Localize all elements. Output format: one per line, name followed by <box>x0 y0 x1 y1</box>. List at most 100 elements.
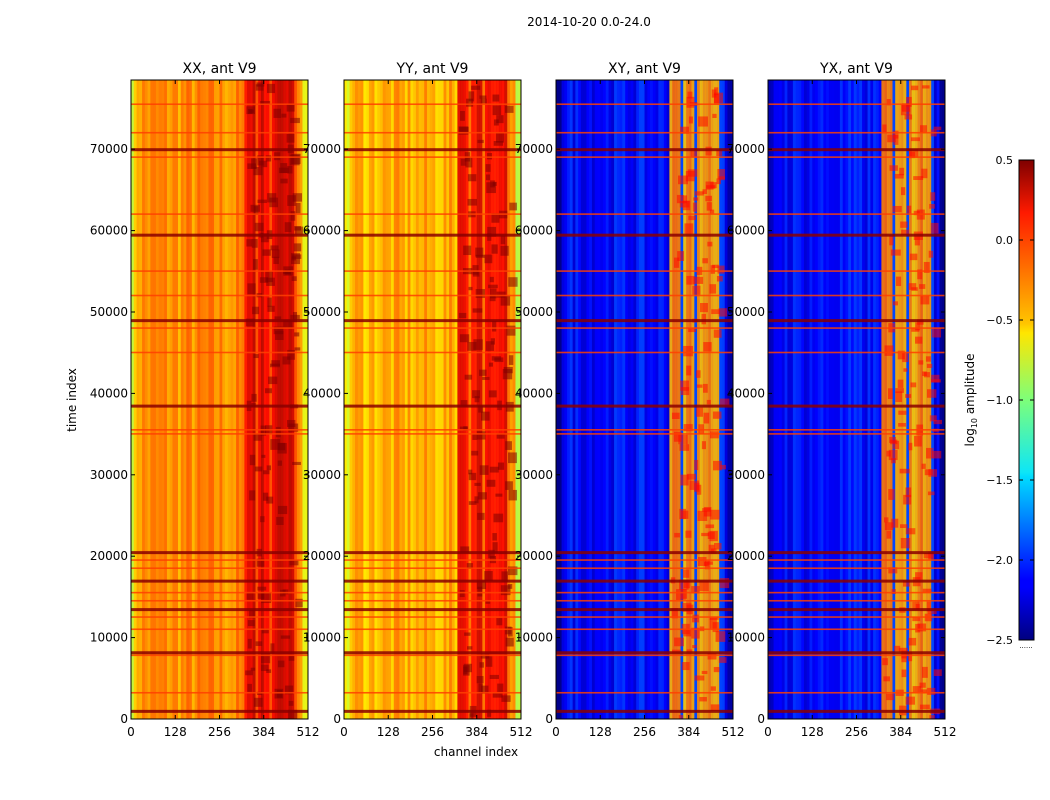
heatmap-column <box>790 80 794 719</box>
heatmap-column <box>485 80 489 719</box>
heatmap-speckle <box>719 398 730 406</box>
heatmap-speckle <box>703 342 712 352</box>
heatmap-column <box>834 80 838 719</box>
heatmap-speckle <box>889 165 898 171</box>
heatmap-column <box>258 80 262 719</box>
heatmap-speckle <box>926 447 934 459</box>
heatmap-speckle <box>933 126 942 131</box>
heatmap-column <box>490 80 494 719</box>
heatmap-speckle <box>912 686 922 693</box>
heatmap-column <box>884 80 888 719</box>
heatmap-speckle <box>913 210 920 216</box>
heatmap-column <box>410 80 414 719</box>
flagged-row <box>556 567 733 570</box>
flagged-row <box>556 103 733 106</box>
heatmap-speckle <box>492 320 497 332</box>
heatmap-speckle <box>257 199 267 204</box>
heatmap-speckle <box>473 339 483 350</box>
heatmap-column <box>627 80 632 719</box>
heatmap-column <box>399 80 403 719</box>
flagged-row <box>344 148 521 152</box>
heatmap-speckle <box>506 325 516 336</box>
heatmap-speckle <box>703 412 710 424</box>
heatmap-speckle <box>686 649 693 653</box>
flagged-row <box>556 551 733 555</box>
heatmap-speckle <box>485 341 494 351</box>
heatmap-column <box>346 80 350 719</box>
heatmap-speckle <box>706 399 711 405</box>
heatmap-speckle <box>249 610 255 619</box>
heatmap-speckle <box>711 89 717 98</box>
heatmap-speckle <box>475 247 484 257</box>
heatmap-column <box>616 80 621 719</box>
heatmap-speckle <box>910 382 917 388</box>
heatmap-column <box>518 80 521 719</box>
heatmap-column <box>191 80 196 719</box>
heatmap-column <box>238 80 243 719</box>
heatmap-speckle <box>900 221 908 228</box>
heatmap-column <box>368 80 373 719</box>
heatmap-speckle <box>709 431 719 439</box>
heatmap-column <box>611 80 615 719</box>
heatmap-speckle <box>698 116 708 127</box>
heatmap-speckle <box>261 233 269 243</box>
heatmap-column <box>691 80 695 719</box>
flagged-row <box>768 567 945 570</box>
heatmap-speckle <box>717 169 725 180</box>
heatmap-column <box>708 80 712 719</box>
heatmap-speckle <box>246 592 254 600</box>
heatmap-column <box>366 80 370 719</box>
heatmap-speckle <box>702 508 711 512</box>
heatmap-speckle <box>478 405 484 413</box>
heatmap-column <box>460 80 464 719</box>
y-tick-label: 30000 <box>727 468 765 482</box>
y-tick-label: 40000 <box>515 386 553 400</box>
heatmap-speckle <box>289 559 299 566</box>
heatmap-speckle <box>468 469 473 475</box>
heatmap-column <box>407 80 411 719</box>
heatmap-column <box>685 80 690 719</box>
heatmap-column <box>388 80 392 719</box>
heatmap-column <box>630 80 634 719</box>
heatmap-speckle <box>288 423 299 432</box>
flagged-row <box>344 654 521 657</box>
flagged-row <box>344 433 521 435</box>
heatmap-speckle <box>481 685 489 694</box>
heatmap-column <box>449 80 453 719</box>
heatmap-speckle <box>466 563 473 569</box>
heatmap-speckle <box>508 627 513 637</box>
heatmap-column <box>269 80 273 719</box>
heatmap-speckle <box>710 686 716 691</box>
heatmap-column <box>363 80 367 719</box>
heatmap-column <box>355 80 359 719</box>
heatmap-speckle <box>288 700 294 706</box>
flagged-row <box>556 608 733 612</box>
heatmap-speckle <box>502 368 513 380</box>
heatmap-speckle <box>269 197 279 208</box>
flagged-row <box>131 433 308 435</box>
heatmap-column <box>658 80 662 719</box>
heatmap-panel: YY, ant V9 0 128 256 384 512 0 10000 20000 30000 4… <box>303 61 533 739</box>
heatmap-speckle <box>292 461 301 466</box>
heatmap-column <box>454 80 458 719</box>
heatmap-column <box>504 80 508 719</box>
x-tick-label: 384 <box>889 725 912 739</box>
heatmap-column <box>569 80 573 719</box>
heatmap-column <box>266 80 270 719</box>
heatmap-column <box>697 80 701 719</box>
heatmap-speckle <box>472 390 481 399</box>
heatmap-speckle <box>256 558 265 567</box>
heatmap-column <box>776 80 780 719</box>
heatmap-column <box>644 80 648 719</box>
heatmap-speckle <box>472 433 478 440</box>
heatmap-speckle <box>674 637 685 647</box>
heatmap-speckle <box>678 434 688 445</box>
x-tick-label: 128 <box>589 725 612 739</box>
heatmap-column <box>614 80 618 719</box>
heatmap-column <box>211 80 215 719</box>
heatmap-speckle <box>277 660 285 668</box>
heatmap-speckle <box>893 301 898 306</box>
heatmap-speckle <box>278 167 289 174</box>
heatmap-column <box>578 80 582 719</box>
heatmap-column <box>936 80 940 719</box>
